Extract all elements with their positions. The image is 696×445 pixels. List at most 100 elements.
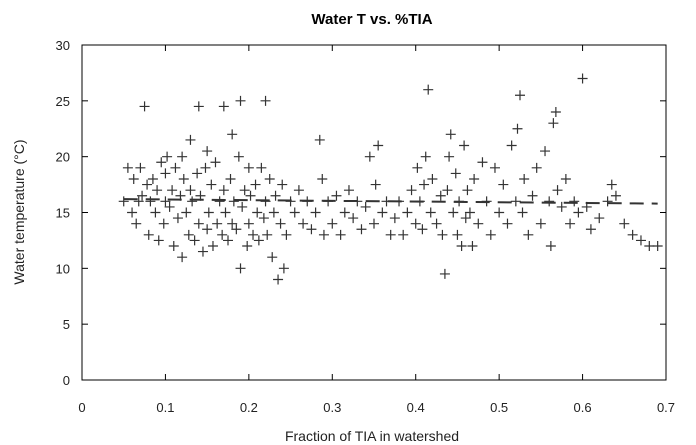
data-point <box>181 207 192 218</box>
data-point <box>435 190 446 201</box>
data-point <box>210 157 221 168</box>
data-point <box>356 224 367 235</box>
data-point <box>610 190 621 201</box>
data-point <box>385 229 396 240</box>
data-point <box>235 263 246 274</box>
y-tick-label: 30 <box>56 38 70 53</box>
data-point <box>462 185 473 196</box>
data-point <box>412 162 423 173</box>
data-point <box>202 224 213 235</box>
data-point <box>256 162 267 173</box>
data-point <box>218 101 229 112</box>
data-point <box>187 196 198 207</box>
data-point <box>172 213 183 224</box>
data-point <box>467 241 478 251</box>
y-tick-label: 20 <box>56 150 70 165</box>
x-tick-label: 0.3 <box>323 400 341 415</box>
y-axis: 0 5 10 15 20 25 30 <box>56 38 666 388</box>
data-point <box>206 179 217 190</box>
data-point <box>202 146 213 157</box>
data-point <box>360 201 371 212</box>
data-point <box>652 241 663 251</box>
data-point <box>370 179 381 190</box>
data-point <box>398 229 409 240</box>
data-point <box>122 162 133 173</box>
data-point <box>289 207 300 218</box>
data-point <box>460 213 471 224</box>
data-point <box>556 201 567 212</box>
data-point <box>217 229 228 240</box>
data-point <box>160 168 171 179</box>
data-point <box>220 207 231 218</box>
data-point <box>212 218 223 229</box>
data-point <box>550 107 561 117</box>
data-point <box>185 185 196 196</box>
data-point <box>177 252 188 263</box>
data-point <box>193 101 204 112</box>
data-point <box>410 218 421 229</box>
y-axis-label: Water temperature (°C) <box>11 139 27 284</box>
data-point <box>242 241 253 251</box>
data-point <box>277 179 288 190</box>
data-point <box>373 140 384 151</box>
data-point <box>439 268 450 279</box>
data-point <box>250 179 261 190</box>
data-point <box>314 134 325 145</box>
data-point <box>318 229 329 240</box>
data-point <box>248 229 259 240</box>
data-point <box>223 235 233 246</box>
data-point <box>464 207 475 218</box>
data-point <box>167 185 178 196</box>
data-point <box>535 218 546 229</box>
data-point <box>510 196 521 207</box>
x-tick-label: 0.6 <box>574 400 592 415</box>
data-point <box>178 174 189 184</box>
data-point <box>258 213 269 224</box>
data-point <box>245 190 256 201</box>
data-point <box>417 224 428 235</box>
data-point <box>137 190 148 201</box>
data-point <box>214 196 225 207</box>
data-point <box>602 196 613 207</box>
y-tick-label: 5 <box>63 317 70 332</box>
data-point <box>635 235 646 246</box>
x-tick-label: 0.1 <box>156 400 174 415</box>
data-point <box>253 235 264 246</box>
data-point <box>459 140 470 151</box>
data-point <box>147 174 158 184</box>
data-point <box>273 274 284 285</box>
data-point <box>444 151 455 162</box>
data-point <box>197 246 208 257</box>
data-point <box>264 174 275 184</box>
y-tick-label: 10 <box>56 261 70 276</box>
data-point <box>477 157 488 168</box>
data-point <box>131 218 142 229</box>
data-point <box>310 207 321 218</box>
data-point <box>267 252 278 263</box>
data-point <box>437 229 448 240</box>
data-point <box>243 218 254 229</box>
data-point <box>448 207 459 218</box>
data-point <box>502 218 513 229</box>
x-tick-label: 0 <box>78 400 85 415</box>
y-tick-label: 25 <box>56 94 70 109</box>
data-point <box>569 196 580 207</box>
data-point <box>278 263 289 274</box>
data-point <box>156 157 167 168</box>
data-point <box>225 174 236 184</box>
data-point <box>450 168 461 179</box>
data-point <box>427 174 438 184</box>
data-point <box>489 162 500 173</box>
x-tick-label: 0.4 <box>407 400 425 415</box>
data-point <box>577 73 588 84</box>
data-point <box>452 229 463 240</box>
data-point <box>343 185 354 196</box>
data-point <box>243 162 254 173</box>
data-point <box>164 201 175 212</box>
data-point <box>606 179 617 190</box>
data-point <box>456 241 467 251</box>
data-point <box>331 190 342 201</box>
data-point <box>573 207 584 218</box>
data-point <box>423 84 434 95</box>
data-point <box>560 174 571 184</box>
